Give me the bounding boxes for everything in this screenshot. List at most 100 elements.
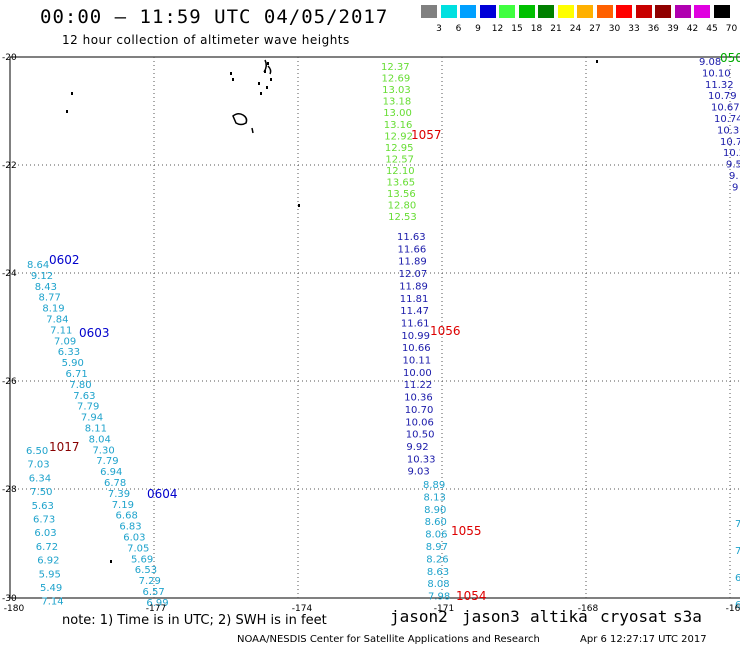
legend-swatch bbox=[499, 5, 515, 18]
swh-value: 12.92 bbox=[384, 131, 413, 142]
swh-value: 11.32 bbox=[705, 80, 734, 91]
island-coastlines bbox=[66, 59, 598, 563]
legend-swatch bbox=[479, 5, 496, 18]
swh-value: 10.00 bbox=[403, 368, 432, 379]
pass-time-label: 050 bbox=[720, 51, 740, 65]
satellite-tracks: 12.3712.6913.0313.1813.0013.1612.9212.95… bbox=[26, 57, 740, 611]
swh-value: 10.30 bbox=[717, 125, 740, 136]
legend-swatch bbox=[616, 5, 632, 18]
swh-value: 7.11 bbox=[50, 325, 72, 336]
pass-time-label: 0604 bbox=[147, 487, 178, 501]
swh-value: 11.61 bbox=[401, 318, 430, 329]
swh-value: 6.03 bbox=[123, 533, 145, 544]
swh-value: 10.74 bbox=[714, 114, 740, 125]
swh-value: 7.14 bbox=[41, 597, 63, 608]
map-grid bbox=[9, 56, 740, 599]
swh-value: 10.70 bbox=[405, 405, 434, 416]
footer-note: note: 1) Time is in UTC; 2) SWH is in fe… bbox=[62, 613, 327, 628]
x-tick-label: -177 bbox=[146, 604, 166, 614]
swh-value: 6.72 bbox=[36, 542, 58, 553]
y-tick-label: -20 bbox=[2, 53, 17, 63]
legend-label: 39 bbox=[667, 24, 679, 34]
pass-time-label: 1057 bbox=[411, 128, 442, 142]
swh-value: 6.83 bbox=[119, 522, 141, 533]
swh-value: 8.77 bbox=[39, 293, 61, 304]
swh-value: 7.03 bbox=[27, 460, 49, 471]
swh-value: 12.69 bbox=[382, 74, 411, 85]
legend-label: 30 bbox=[608, 24, 621, 34]
map-subtitle: 12 hour collection of altimeter wave hei… bbox=[62, 33, 350, 47]
swh-value: 5.95 bbox=[39, 569, 61, 580]
pass-time-label: 1054 bbox=[456, 589, 487, 603]
pass-time-labels: 1057 1056 1055 1054 0602 0603 0604 1017 050 bbox=[49, 51, 740, 603]
swh-value: 7.80 bbox=[69, 380, 91, 391]
swh-value: 8.04 bbox=[89, 434, 111, 445]
swh-value: 6.9 bbox=[735, 573, 740, 584]
swh-value: 11.66 bbox=[398, 244, 427, 255]
swh-value: 13.56 bbox=[387, 189, 416, 200]
swh-value: 10.36 bbox=[404, 393, 433, 404]
swh-value: 10.79 bbox=[708, 91, 737, 102]
y-tick-label: -30 bbox=[2, 594, 17, 604]
legend-swatch bbox=[421, 5, 437, 18]
swh-value: 9.5 bbox=[726, 160, 740, 171]
swh-value: 13.03 bbox=[382, 85, 411, 96]
swh-value: 12.95 bbox=[385, 143, 414, 154]
x-tick-label: -168 bbox=[578, 604, 599, 614]
pass-time-label: 1056 bbox=[430, 324, 461, 338]
swh-value: 6.33 bbox=[58, 347, 80, 358]
swh-value: 9.03 bbox=[407, 467, 429, 478]
swh-value: 10.11 bbox=[403, 356, 432, 367]
legend-label: 36 bbox=[647, 24, 660, 34]
swh-value: 7.05 bbox=[127, 543, 149, 554]
legend-swatch bbox=[713, 5, 730, 18]
legend-label: 45 bbox=[706, 24, 718, 34]
swh-value: 7.63 bbox=[73, 391, 95, 402]
swh-value: 10.99 bbox=[401, 331, 430, 342]
swh-value: 9 bbox=[732, 182, 738, 193]
satellite-jason2: jason2 bbox=[390, 607, 448, 626]
legend-label: 21 bbox=[550, 24, 562, 34]
legend-label: 6 bbox=[455, 24, 462, 34]
swh-value: 10.50 bbox=[406, 430, 435, 441]
swh-value: 9. bbox=[729, 171, 739, 182]
y-tick-label: -24 bbox=[2, 269, 17, 279]
axis-labels: -180 -177 -174 -171 -168 -16 -20 -22 -24 -26 -28 -3… bbox=[2, 53, 740, 614]
legend-label: 24 bbox=[569, 24, 582, 34]
swh-value: 7.50 bbox=[30, 487, 52, 498]
swh-value: 8.26 bbox=[426, 554, 448, 565]
swh-value: 12.07 bbox=[399, 269, 428, 280]
legend-label: 42 bbox=[686, 24, 699, 34]
legend-swatch bbox=[557, 5, 574, 18]
pass-time-label: 1055 bbox=[451, 524, 482, 538]
swh-value: 11.63 bbox=[397, 232, 426, 243]
swh-value: 10.66 bbox=[402, 343, 431, 354]
swh-value: 5.69 bbox=[131, 554, 153, 565]
swh-value: 13.16 bbox=[384, 120, 413, 131]
map-title: 00:00 – 11:59 UTC 04/05/2017 bbox=[40, 6, 389, 28]
swh-value: 8.63 bbox=[427, 567, 449, 578]
swh-value: 8.11 bbox=[85, 424, 107, 435]
y-tick-label: -22 bbox=[2, 161, 17, 171]
swh-value: 10.20 bbox=[723, 148, 740, 159]
pass-time-label: 0602 bbox=[49, 253, 80, 267]
legend-swatch bbox=[460, 5, 476, 18]
x-tick-label: -180 bbox=[4, 604, 25, 614]
y-tick-label: -28 bbox=[2, 485, 17, 495]
legend-label: 70 bbox=[725, 24, 738, 34]
swh-value: 6.71 bbox=[66, 369, 88, 380]
swh-value: 10.10 bbox=[702, 68, 731, 79]
swh-value: 10.67 bbox=[711, 103, 740, 114]
swh-value: 6.68 bbox=[116, 511, 138, 522]
swh-value: 11.47 bbox=[400, 306, 429, 317]
pass-time-label: 0603 bbox=[79, 326, 110, 340]
legend-swatch bbox=[538, 5, 554, 18]
swh-value: 10.74 bbox=[720, 137, 740, 148]
swh-value: 8.64 bbox=[27, 260, 49, 271]
legend-label: 12 bbox=[491, 24, 504, 34]
swh-value: 12.10 bbox=[386, 166, 415, 177]
swh-value: 7.19 bbox=[112, 500, 134, 511]
swh-value: 7.98 bbox=[428, 592, 450, 603]
x-tick-label: -16 bbox=[726, 604, 740, 614]
